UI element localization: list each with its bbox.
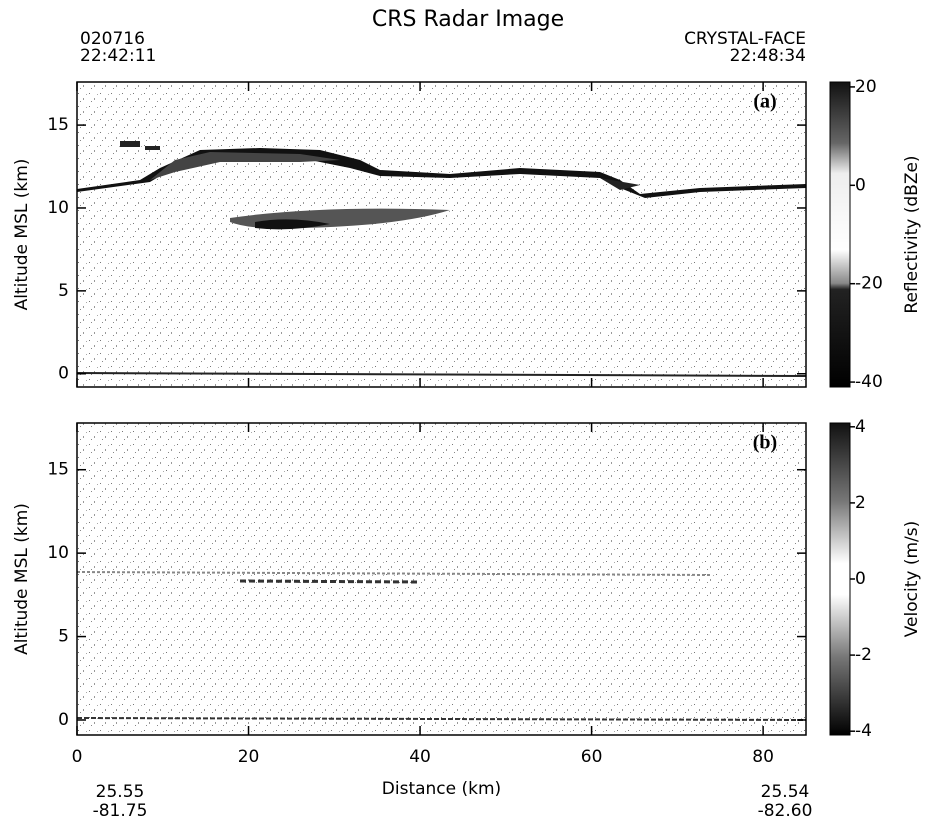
colorbar-label: Reflectivity (dBZe)	[902, 155, 922, 313]
x-axis-label: Distance (km)	[382, 779, 501, 799]
colorbar-tick-label: 0	[855, 175, 866, 195]
radar-image-b	[77, 423, 806, 735]
y-tick-label: 5	[58, 281, 69, 301]
figure: CRS Radar Image 020716 22:42:11 CRYSTAL-…	[0, 0, 928, 828]
x-tick-label: 20	[238, 747, 260, 767]
y-tick-label: 5	[58, 627, 69, 647]
colorbar-tick-label: -20	[855, 274, 883, 294]
colorbar-tick-label: 20	[855, 77, 877, 97]
start-time: 22:42:11	[80, 46, 156, 66]
colorbar-tick-label: -4	[855, 721, 872, 741]
colorbar-tick-label: -2	[855, 645, 872, 665]
y-tick-label: 10	[47, 198, 69, 218]
end-lat: 25.54	[761, 782, 810, 802]
y-tick-label: 10	[47, 543, 69, 563]
colorbar-tick-label: 4	[855, 417, 866, 437]
panel-label: (b)	[753, 432, 777, 454]
x-tick-label: 60	[581, 747, 603, 767]
x-tick-label: 0	[72, 747, 83, 767]
y-axis-label: Altitude MSL (km)	[12, 503, 32, 655]
x-tick-label: 80	[752, 747, 774, 767]
colorbar	[830, 82, 850, 387]
y-axis-label: Altitude MSL (km)	[12, 159, 32, 311]
radar-image-a	[77, 82, 806, 387]
panel-label: (a)	[753, 91, 776, 113]
colorbar-tick-label: -40	[855, 372, 883, 392]
colorbar	[830, 423, 850, 735]
start-lon: -81.75	[93, 801, 148, 821]
y-tick-label: 15	[47, 460, 69, 480]
y-tick-label: 0	[58, 364, 69, 384]
colorbar-label: Velocity (m/s)	[902, 521, 922, 638]
end-time: 22:48:34	[730, 46, 806, 66]
end-lon: -82.60	[758, 801, 813, 821]
y-tick-label: 0	[58, 710, 69, 730]
colorbar-tick-label: 2	[855, 493, 866, 513]
colorbar-tick-label: 0	[855, 569, 866, 589]
y-tick-label: 15	[47, 115, 69, 135]
start-lat: 25.55	[96, 782, 145, 802]
x-tick-label: 40	[409, 747, 431, 767]
title: CRS Radar Image	[372, 7, 564, 32]
